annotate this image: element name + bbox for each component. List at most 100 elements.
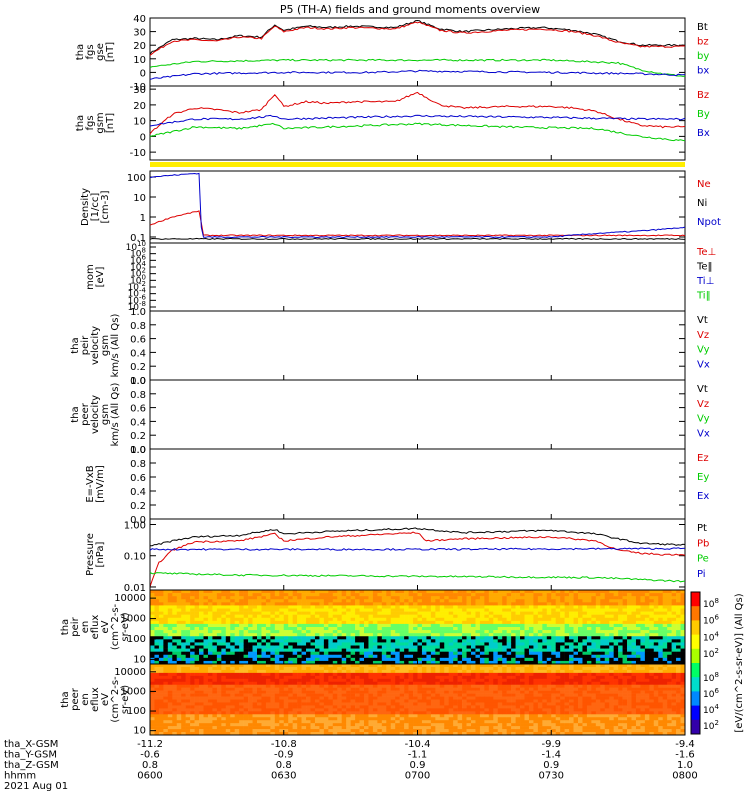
heatmap-cell [395,676,400,679]
heatmap-cell [177,624,182,627]
heatmap-cell [244,705,249,708]
heatmap-cell [480,590,485,593]
heatmap-cell [400,702,405,705]
heatmap-cell [556,642,561,645]
heatmap-cell [480,615,485,618]
heatmap-cell [623,630,628,633]
heatmap-cell [364,627,369,630]
heatmap-cell [574,630,579,633]
heatmap-cell [525,599,530,602]
heatmap-cell [195,702,200,705]
heatmap-cell [204,729,209,732]
heatmap-cell [596,618,601,621]
heatmap-cell [600,652,605,655]
heatmap-cell [230,676,235,679]
heatmap-cell [244,714,249,717]
y-axis-label-line: sr-eV) [120,612,131,641]
heatmap-cell [346,649,351,652]
heatmap-cell [208,639,213,642]
heatmap-cell [270,697,275,700]
heatmap-cell [235,621,240,624]
heatmap-cell [484,646,489,649]
heatmap-cell [395,708,400,711]
heatmap-cell [422,633,427,636]
heatmap-cell [565,612,570,615]
heatmap-cell [377,652,382,655]
heatmap-cell [560,646,565,649]
heatmap-cell [538,627,543,630]
heatmap-cell [435,723,440,726]
heatmap-cell [253,618,258,621]
heatmap-cell [217,676,222,679]
heatmap-cell [667,636,672,639]
heatmap-cell [654,646,659,649]
heatmap-cell [395,609,400,612]
heatmap-cell [279,702,284,705]
heatmap-cell [199,670,204,673]
heatmap-cell [297,691,302,694]
heatmap-cell [270,705,275,708]
heatmap-cell [431,691,436,694]
heatmap-cell [413,682,418,685]
heatmap-cell [422,726,427,729]
heatmap-cell [297,590,302,593]
heatmap-cell [204,691,209,694]
heatmap-cell [542,605,547,608]
heatmap-cell [181,688,186,691]
heatmap-cell [449,624,454,627]
heatmap-cell [163,729,168,732]
heatmap-cell [217,596,222,599]
heatmap-cell [596,630,601,633]
heatmap-cell [368,646,373,649]
heatmap-cell [382,670,387,673]
heatmap-cell [199,667,204,670]
heatmap-cell [382,621,387,624]
heatmap-cell [467,602,472,605]
heatmap-cell [212,723,217,726]
heatmap-cell [235,697,240,700]
heatmap-cell [186,615,191,618]
heatmap-cell [529,618,534,621]
heatmap-cell [346,590,351,593]
heatmap-cell [261,633,266,636]
heatmap-cell [275,720,280,723]
heatmap-cell [574,658,579,661]
heatmap-cell [319,726,324,729]
heatmap-cell [587,621,592,624]
heatmap-cell [230,729,235,732]
heatmap-cell [400,605,405,608]
heatmap-cell [257,652,262,655]
panel-frame [150,171,685,243]
heatmap-cell [404,618,409,621]
heatmap-cell [199,627,204,630]
heatmap-cell [542,655,547,658]
heatmap-cell [315,694,320,697]
heatmap-cell [467,658,472,661]
heatmap-cell [560,642,565,645]
heatmap-cell [217,627,222,630]
heatmap-cell [391,618,396,621]
heatmap-cell [288,679,293,682]
heatmap-cell [431,658,436,661]
heatmap-cell [471,649,476,652]
heatmap-cell [337,697,342,700]
heatmap-cell [239,726,244,729]
heatmap-cell [266,646,271,649]
heatmap-cell [431,618,436,621]
heatmap-cell [297,596,302,599]
heatmap-cell [248,708,253,711]
heatmap-cell [467,694,472,697]
heatmap-cell [525,590,530,593]
heatmap-cell [578,621,583,624]
heatmap-cell [360,682,365,685]
heatmap-cell [502,630,507,633]
heatmap-cell [239,636,244,639]
heatmap-cell [275,612,280,615]
heatmap-cell [636,590,641,593]
heatmap-cell [275,652,280,655]
heatmap-cell [400,642,405,645]
y-axis-label-line: [mV/m] [95,465,106,503]
heatmap-cell [226,711,231,714]
heatmap-cell [475,705,480,708]
